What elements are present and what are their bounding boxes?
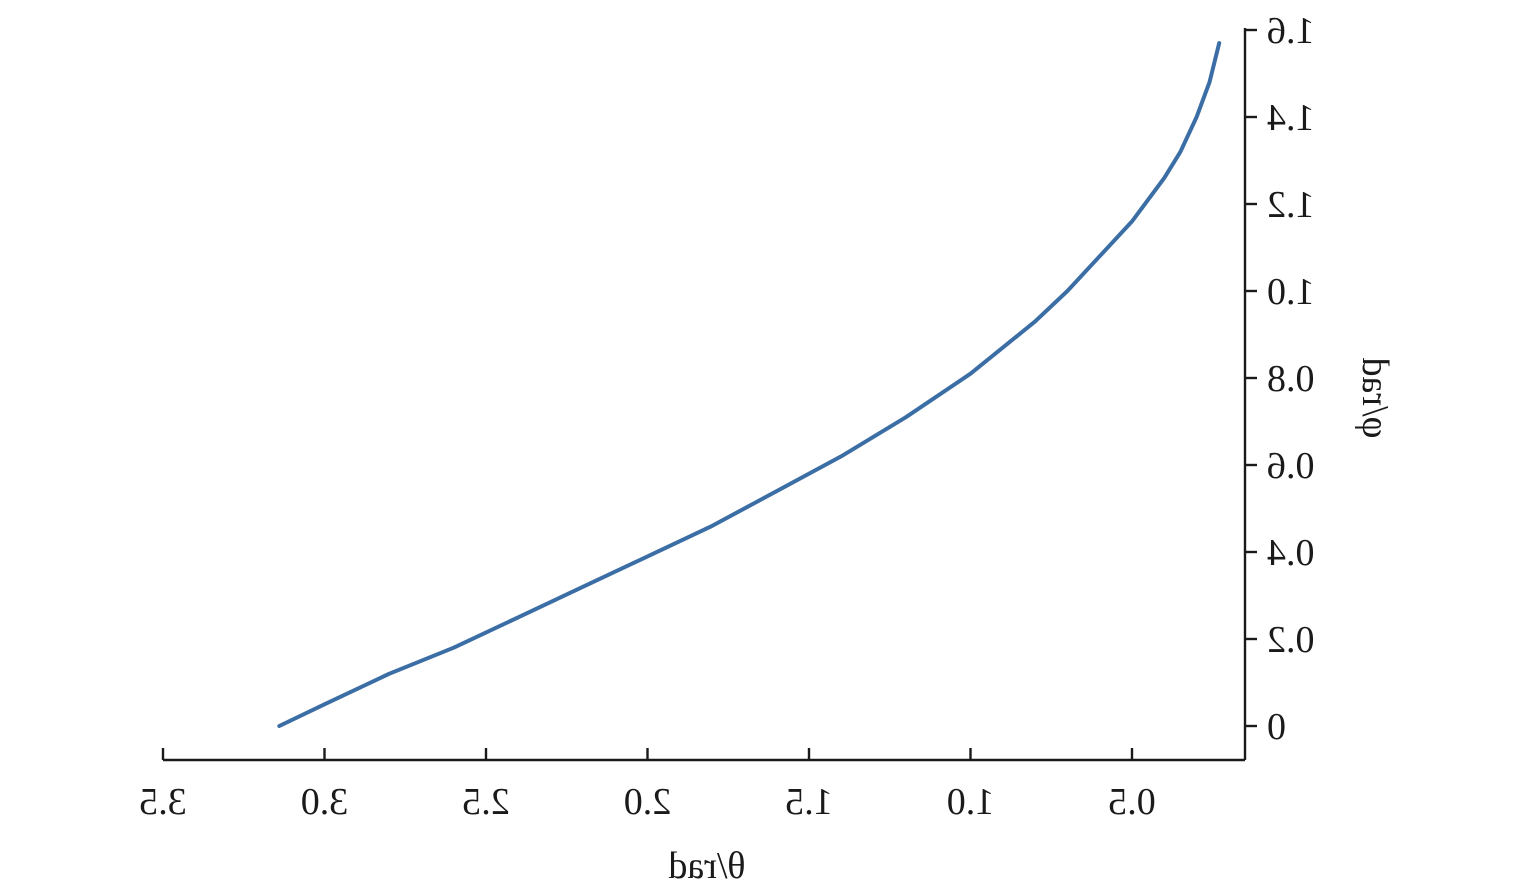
series-layer [277, 41, 1222, 728]
series-line-0 [277, 41, 1222, 728]
y-tick-label: 1.0 [1267, 271, 1315, 313]
x-tick-label: 2.5 [462, 781, 510, 823]
y-axis-title: φ/rad [1354, 357, 1396, 438]
y-tick-label: 0 [1267, 706, 1286, 748]
y-tick-label: 0.2 [1267, 619, 1315, 661]
y-tick-label: 1.2 [1267, 184, 1315, 226]
x-tick-label: 1.5 [785, 781, 833, 823]
x-axis-title: θ/rad [668, 845, 745, 887]
y-tick-label: 0.4 [1267, 532, 1315, 574]
axes [161, 28, 1257, 762]
y-tick-label: 0.8 [1267, 358, 1315, 400]
y-tick-label: 0.6 [1267, 445, 1315, 487]
x-tick-label: 1.0 [947, 781, 995, 823]
x-tick-label: 2.0 [624, 781, 672, 823]
x-tick-label: 0.5 [1108, 781, 1156, 823]
x-tick-label: 3.5 [139, 781, 187, 823]
labels: 0 0.2 0.4 0.6 0.8 1.0 1.2 1.4 1.6 0.5 1.0 1.5 2.0 2.5… [139, 10, 1396, 887]
y-tick-label: 1.6 [1267, 10, 1315, 52]
x-tick-label: 3.0 [301, 781, 349, 823]
y-tick-label: 1.4 [1267, 97, 1315, 139]
